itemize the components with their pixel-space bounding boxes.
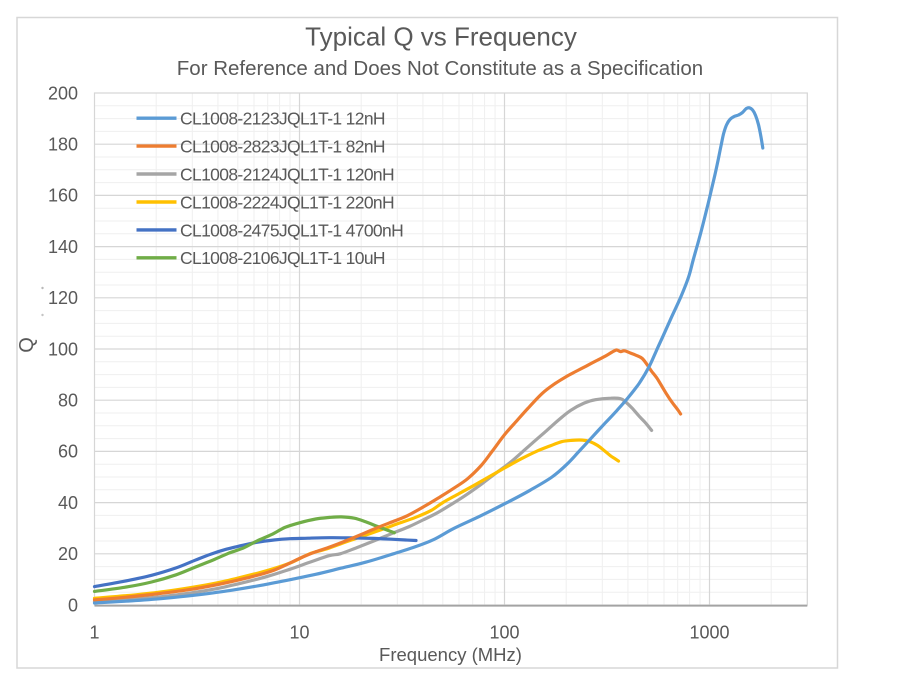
- svg-text:For Reference and Does Not Con: For Reference and Does Not Constitute as…: [177, 57, 703, 80]
- svg-text:100: 100: [48, 339, 78, 359]
- svg-text:80: 80: [58, 391, 78, 411]
- svg-text:Q: Q: [16, 337, 38, 353]
- svg-text:100: 100: [489, 623, 519, 643]
- svg-text:CL1008-2224JQL1T-1 220nH: CL1008-2224JQL1T-1 220nH: [180, 192, 394, 212]
- svg-text:20: 20: [58, 544, 78, 564]
- svg-text:0: 0: [68, 595, 78, 615]
- svg-text:180: 180: [48, 135, 78, 155]
- svg-text:CL1008-2823JQL1T-1 82nH: CL1008-2823JQL1T-1 82nH: [180, 137, 385, 157]
- svg-text:CL1008-2124JQL1T-1 120nH: CL1008-2124JQL1T-1 120nH: [180, 164, 394, 184]
- svg-text:CL1008-2475JQL1T-1 4700nH: CL1008-2475JQL1T-1 4700nH: [180, 220, 403, 240]
- svg-text:160: 160: [48, 186, 78, 206]
- svg-text:10: 10: [289, 623, 309, 643]
- svg-text:40: 40: [58, 493, 78, 513]
- svg-text:120: 120: [48, 288, 78, 308]
- svg-text:CL1008-2106JQL1T-1 10uH: CL1008-2106JQL1T-1 10uH: [180, 248, 385, 268]
- svg-text:1: 1: [89, 623, 99, 643]
- svg-text:200: 200: [48, 83, 78, 103]
- svg-text:140: 140: [48, 237, 78, 257]
- svg-text:CL1008-2123JQL1T-1 12nH: CL1008-2123JQL1T-1 12nH: [180, 109, 385, 129]
- svg-text:Frequency (MHz): Frequency (MHz): [379, 644, 522, 665]
- svg-text:Typical Q vs Frequency: Typical Q vs Frequency: [305, 21, 577, 51]
- svg-text:1000: 1000: [689, 623, 729, 643]
- svg-text:60: 60: [58, 442, 78, 462]
